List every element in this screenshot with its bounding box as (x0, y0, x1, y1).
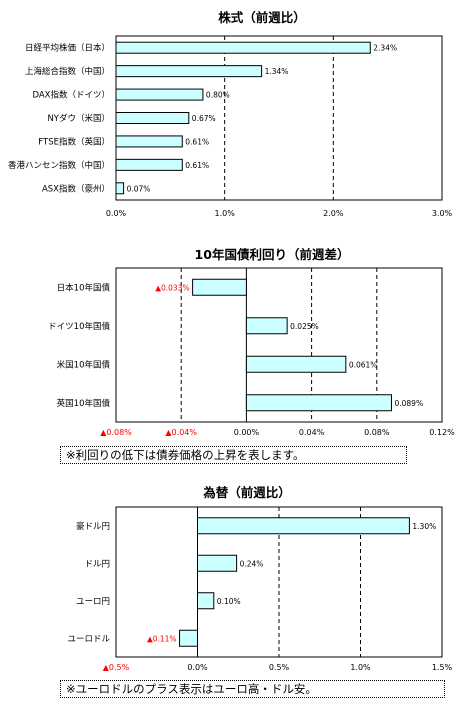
chart-title: 10年国債利回り（前週差） (195, 247, 350, 262)
data-label: 0.025% (290, 322, 319, 331)
category-label: 米国10年国債 (57, 359, 111, 370)
bar (197, 554, 238, 572)
category-label: ドル円 (84, 559, 110, 569)
category-label: 上海総合指数（中国） (25, 66, 110, 77)
category-label: 英国10年国債 (57, 398, 111, 409)
category-label: DAX指数（ドイツ） (32, 90, 110, 101)
category-label: 香港ハンセン指数（中国） (8, 160, 110, 171)
bar (245, 317, 288, 335)
tick-label: 0.5% (269, 663, 290, 672)
bar (197, 517, 410, 535)
category-label: 日経平均株価（日本） (25, 43, 110, 54)
bar (115, 88, 204, 101)
chart-title: 株式（前週比） (218, 10, 306, 25)
tick-label: 1.5% (432, 663, 453, 672)
tick-label: 0.08% (364, 428, 390, 437)
tick-label: ▲0.04% (165, 428, 197, 437)
category-label: ユーロ円 (76, 597, 110, 607)
data-label: 1.30% (412, 522, 436, 531)
data-label: 2.34% (373, 44, 397, 53)
bar (179, 629, 199, 647)
chart-title: 為替（前週比） (202, 485, 291, 500)
bar (245, 394, 392, 412)
tick-label: ▲0.08% (100, 428, 132, 437)
bond-yield-chart: 10年国債利回り（前週差） ▲0.08% ▲0.04% 0.00% 0.04% 0.08%… (48, 247, 455, 437)
bar (115, 158, 183, 171)
data-label: 0.07% (127, 184, 151, 193)
bar (115, 112, 190, 124)
fx-chart-note: ※ユーロドルのプラス表示はユーロ高・ドル安。 (60, 680, 445, 698)
fx-chart: 為替（前週比） ▲0.5% 0.0% 0.5% 1.0% 1.5% 豪ドル円 1.30% ドル円… (67, 485, 452, 672)
data-label: 0.61% (185, 137, 209, 146)
tick-label: 3.0% (432, 209, 453, 218)
tick-label: 0.12% (429, 428, 455, 437)
bar (115, 65, 263, 78)
data-label: ▲0.11% (147, 634, 177, 643)
stock-chart: 株式（前週比） 0.0% 1.0% 2.0% 3.0% 日経平均株価（日本） 2.34% 上海… (8, 10, 453, 218)
data-label: ▲0.033% (155, 283, 189, 292)
tick-label: ▲0.5% (103, 663, 130, 672)
category-label: ドイツ10年国債 (48, 321, 110, 332)
tick-label: 0.00% (234, 428, 260, 437)
tick-label: 0.04% (299, 428, 325, 437)
category-label: ユーロドル (67, 634, 110, 644)
data-label: 0.10% (217, 597, 241, 606)
data-label: 0.61% (185, 161, 209, 170)
category-label: 日本10年国債 (57, 282, 111, 293)
bar (115, 135, 183, 148)
bar (245, 355, 347, 373)
category-label: ASX指数（豪州） (42, 183, 110, 194)
data-label: 0.061% (349, 360, 378, 369)
tick-label: 1.0% (350, 663, 371, 672)
bond-chart-note: ※利回りの低下は債券価格の上昇を表します。 (60, 446, 407, 464)
data-label: 0.80% (206, 91, 230, 100)
tick-label: 0.0% (106, 209, 127, 218)
bar (197, 592, 215, 610)
tick-label: 0.0% (187, 663, 208, 672)
data-label: 0.24% (240, 559, 264, 568)
bar (192, 278, 247, 296)
data-label: 0.67% (192, 114, 216, 123)
tick-label: 2.0% (323, 209, 344, 218)
category-label: 豪ドル円 (76, 521, 110, 532)
category-label: NYダウ（米国） (47, 113, 110, 124)
data-label: 0.089% (394, 399, 423, 408)
category-label: FTSE指数（英国） (38, 136, 110, 147)
data-label: 1.34% (265, 67, 289, 76)
bar (115, 41, 371, 54)
tick-label: 1.0% (215, 209, 236, 218)
bar (115, 182, 125, 195)
